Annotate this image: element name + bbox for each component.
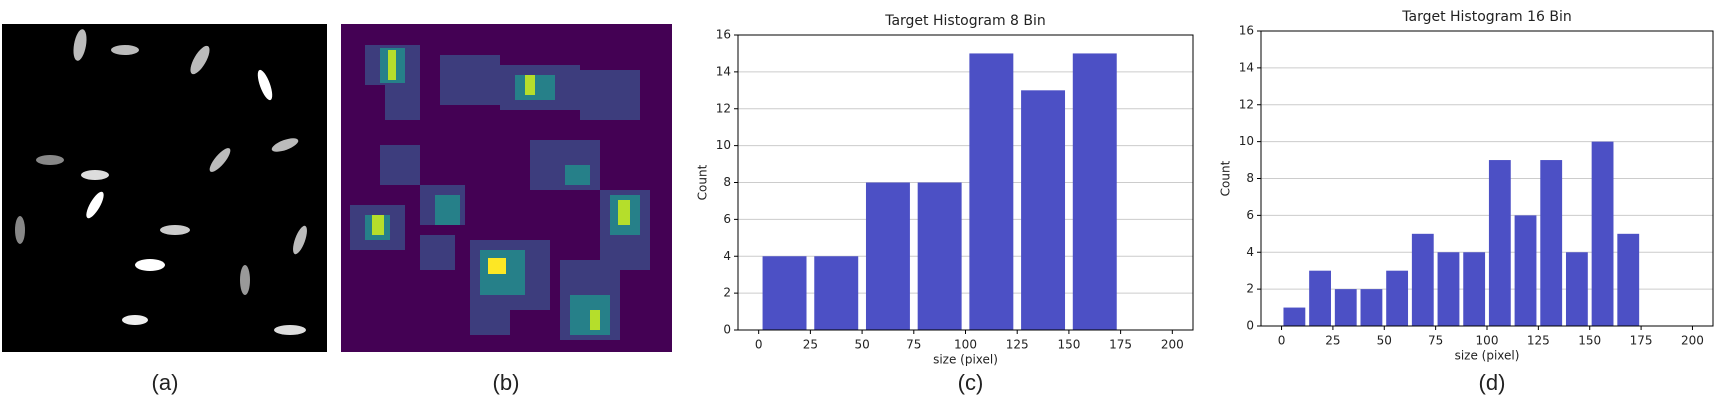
- y-tick-label: 4: [1246, 245, 1254, 259]
- chart-title: Target Histogram 8 Bin: [884, 13, 1046, 29]
- y-tick-label: 6: [723, 212, 731, 226]
- x-tick-label: 0: [1278, 334, 1286, 348]
- bar: [1514, 215, 1537, 326]
- y-tick-label: 2: [723, 286, 731, 300]
- y-tick-label: 10: [1239, 134, 1254, 148]
- y-tick-label: 0: [723, 323, 731, 337]
- y-tick-label: 4: [723, 249, 731, 263]
- x-tick-label: 150: [1578, 334, 1601, 348]
- bar: [1591, 141, 1614, 326]
- bar: [814, 256, 859, 330]
- bar: [1334, 289, 1357, 326]
- x-axis-label: size (pixel): [1455, 349, 1520, 363]
- y-tick-label: 16: [716, 28, 731, 42]
- x-tick-label: 100: [954, 338, 977, 352]
- bar: [865, 182, 910, 330]
- chart-title: Target Histogram 16 Bin: [1401, 9, 1571, 25]
- x-tick-label: 150: [1057, 338, 1080, 352]
- x-tick-label: 75: [906, 338, 921, 352]
- y-tick-label: 16: [1239, 24, 1254, 38]
- bar: [1488, 160, 1511, 326]
- bar: [762, 256, 807, 330]
- bar: [1463, 252, 1486, 326]
- bar: [1309, 270, 1331, 326]
- bar: [917, 182, 962, 330]
- x-tick-label: 75: [1428, 334, 1443, 348]
- x-tick-label: 100: [1476, 334, 1499, 348]
- bar: [1021, 90, 1066, 330]
- bar: [1386, 270, 1409, 326]
- axes-frame: [737, 34, 1194, 331]
- x-tick-label: 50: [1377, 334, 1392, 348]
- x-tick-label: 50: [854, 338, 869, 352]
- y-axis-label: Count: [696, 164, 710, 200]
- panel-caption: (b): [493, 370, 520, 395]
- bar: [1565, 252, 1588, 326]
- y-tick-label: 12: [1239, 97, 1254, 111]
- x-tick-label: 175: [1109, 338, 1132, 352]
- bar: [1283, 307, 1306, 326]
- y-tick-label: 14: [716, 64, 731, 78]
- panel-caption: (a): [152, 370, 179, 395]
- bar: [1072, 53, 1117, 330]
- image-a: [2, 24, 327, 352]
- y-tick-label: 0: [1246, 319, 1254, 333]
- x-axis-label: size (pixel): [933, 353, 998, 367]
- x-tick-label: 0: [755, 338, 763, 352]
- x-tick-label: 125: [1006, 338, 1029, 352]
- bar: [969, 53, 1014, 330]
- x-tick-label: 200: [1161, 338, 1184, 352]
- x-tick-label: 25: [803, 338, 818, 352]
- x-tick-label: 200: [1681, 334, 1704, 348]
- y-tick-label: 6: [1246, 208, 1254, 222]
- x-tick-label: 125: [1527, 334, 1550, 348]
- bar: [1617, 233, 1640, 326]
- axes-frame: [1260, 30, 1714, 327]
- y-tick-label: 14: [1239, 60, 1254, 74]
- x-tick-label: 175: [1630, 334, 1653, 348]
- bar: [1540, 160, 1563, 326]
- bar: [1411, 233, 1434, 326]
- bar: [1360, 289, 1383, 326]
- x-tick-label: 25: [1325, 334, 1340, 348]
- y-tick-label: 2: [1246, 282, 1254, 296]
- y-tick-label: 10: [716, 138, 731, 152]
- image-b: [341, 24, 672, 352]
- y-tick-label: 8: [723, 175, 731, 189]
- y-tick-label: 8: [1246, 171, 1254, 185]
- panel-caption: (c): [958, 370, 984, 395]
- y-axis-label: Count: [1219, 160, 1233, 196]
- bar: [1437, 252, 1460, 326]
- y-tick-label: 12: [716, 101, 731, 115]
- panel-caption: (d): [1479, 370, 1506, 395]
